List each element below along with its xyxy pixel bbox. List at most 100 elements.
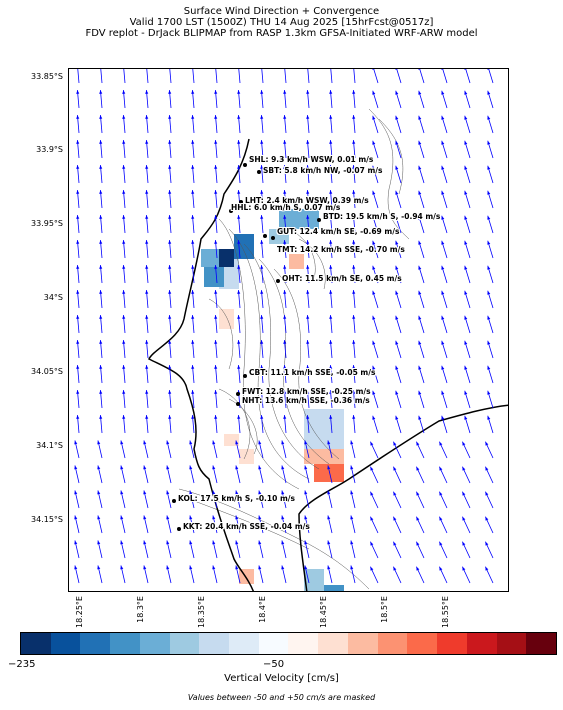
wind-arrow-head (439, 491, 443, 496)
wind-arrow-head (145, 390, 149, 394)
wind-arrow-head (350, 540, 354, 545)
station-label-hhl: HHL: 6.0 km/h S, 0.07 m/s (231, 203, 341, 212)
wind-arrow-head (143, 515, 147, 520)
wind-arrow-head (283, 165, 287, 169)
wind-arrow-head (304, 515, 308, 520)
wind-arrow-head (237, 365, 241, 369)
colorbar-swatch (199, 633, 230, 654)
wind-arrow-head (306, 290, 310, 294)
wind-arrow-head (485, 491, 489, 496)
wind-arrow-head (395, 315, 399, 320)
wind-arrow-head (260, 365, 264, 369)
station-marker[interactable] (271, 236, 275, 240)
wind-arrow-head (487, 140, 491, 145)
wind-arrow-head (283, 265, 287, 269)
wind-arrow-head (370, 541, 374, 546)
wind-arrow-head (99, 415, 103, 419)
wind-arrow (77, 69, 80, 84)
wind-arrow-head (281, 515, 285, 520)
wind-arrow-head (191, 140, 195, 144)
lat-label: 34°S (43, 293, 63, 302)
wind-arrow-head (237, 290, 241, 294)
wind-arrow-head (99, 390, 103, 394)
wind-arrow-head (372, 415, 376, 420)
wind-arrow-head (237, 240, 241, 244)
station-marker[interactable] (172, 499, 176, 503)
wind-arrow-head (99, 265, 103, 269)
station-marker[interactable] (263, 234, 267, 238)
wind-arrow (353, 69, 356, 84)
station-marker[interactable] (257, 170, 261, 174)
map-panel[interactable]: SHL: 9.3 km/h WSW, 0.01 m/s SBT: 5.8 km/… (68, 68, 509, 592)
wind-arrow-head (393, 491, 397, 496)
wind-arrow-head (370, 466, 374, 471)
wind-arrow-head (122, 140, 126, 144)
wind-arrow-head (235, 440, 239, 445)
station-marker[interactable] (243, 374, 247, 378)
wind-arrow-head (327, 440, 331, 445)
station-marker[interactable] (229, 209, 233, 213)
wind-arrow-head (74, 465, 78, 470)
wind-arrow-head (306, 240, 310, 244)
wind-arrow-head (487, 240, 491, 245)
wind-arrow-head (372, 90, 376, 95)
wind-arrow-head (418, 240, 422, 245)
station-marker[interactable] (317, 218, 321, 222)
station-marker[interactable] (236, 402, 240, 406)
wind-arrow-head (487, 390, 491, 395)
wind-arrow-head (99, 115, 103, 119)
wind-arrow-head (281, 540, 285, 545)
wind-arrow-head (237, 190, 241, 194)
station-label-sbt: SBT: 5.8 km/h NW, -0.07 m/s (263, 166, 383, 175)
wind-arrow-head (260, 265, 264, 269)
wind-arrow-head (304, 540, 308, 545)
wind-arrow (442, 69, 448, 84)
wind-arrow-head (329, 340, 333, 344)
wind-arrow-head (189, 490, 193, 495)
wind-arrow-head (462, 466, 466, 471)
wind-arrow-head (76, 115, 80, 119)
wind-arrow-head (464, 365, 468, 370)
wind-arrow-head (99, 90, 103, 94)
wind-arrow-head (283, 415, 287, 419)
wind-arrow-head (329, 315, 333, 319)
wind-arrow-head (487, 165, 491, 170)
station-marker[interactable] (276, 279, 280, 283)
colorbar-swatch (526, 633, 556, 654)
wind-arrow-head (260, 140, 264, 144)
colorbar-swatch (139, 633, 170, 654)
station-label-cbt: CBT: 11.1 km/h SSE, -0.05 m/s (249, 368, 376, 377)
station-marker[interactable] (236, 392, 240, 396)
wind-arrow-head (235, 565, 239, 570)
wind-arrow-head (418, 265, 422, 270)
colorbar-swatch (169, 633, 200, 654)
wind-arrow-head (143, 565, 147, 570)
wind-arrow-head (74, 490, 78, 495)
wind-arrow-head (441, 415, 445, 420)
wind-arrow-head (352, 140, 356, 144)
wind-arrow-head (441, 365, 445, 370)
wind-arrow-head (99, 365, 103, 369)
wind-arrow-head (393, 466, 397, 471)
station-marker[interactable] (177, 527, 181, 531)
lon-label: 18.4°E (258, 596, 267, 623)
wind-arrow-head (464, 190, 468, 195)
wind-arrow-head (462, 541, 466, 546)
colorbar-swatch (50, 633, 81, 654)
wind-arrow-head (143, 540, 147, 545)
wind-arrow-head (352, 90, 356, 94)
lat-label: 33.85°S (31, 72, 63, 81)
wind-arrow-head (462, 491, 466, 496)
wind-arrow-head (122, 165, 126, 169)
station-marker[interactable] (239, 200, 243, 204)
wind-arrow-head (166, 490, 170, 495)
wind-arrow (146, 69, 149, 84)
colorbar-swatch (496, 633, 527, 654)
wind-arrow-head (122, 265, 126, 269)
wind-arrow-head (441, 215, 445, 220)
wind-arrow-head (439, 566, 443, 571)
wind-arrow-head (237, 340, 241, 344)
wind-arrow-head (416, 541, 420, 546)
wind-arrow-head (327, 490, 331, 495)
station-marker[interactable] (243, 163, 247, 167)
